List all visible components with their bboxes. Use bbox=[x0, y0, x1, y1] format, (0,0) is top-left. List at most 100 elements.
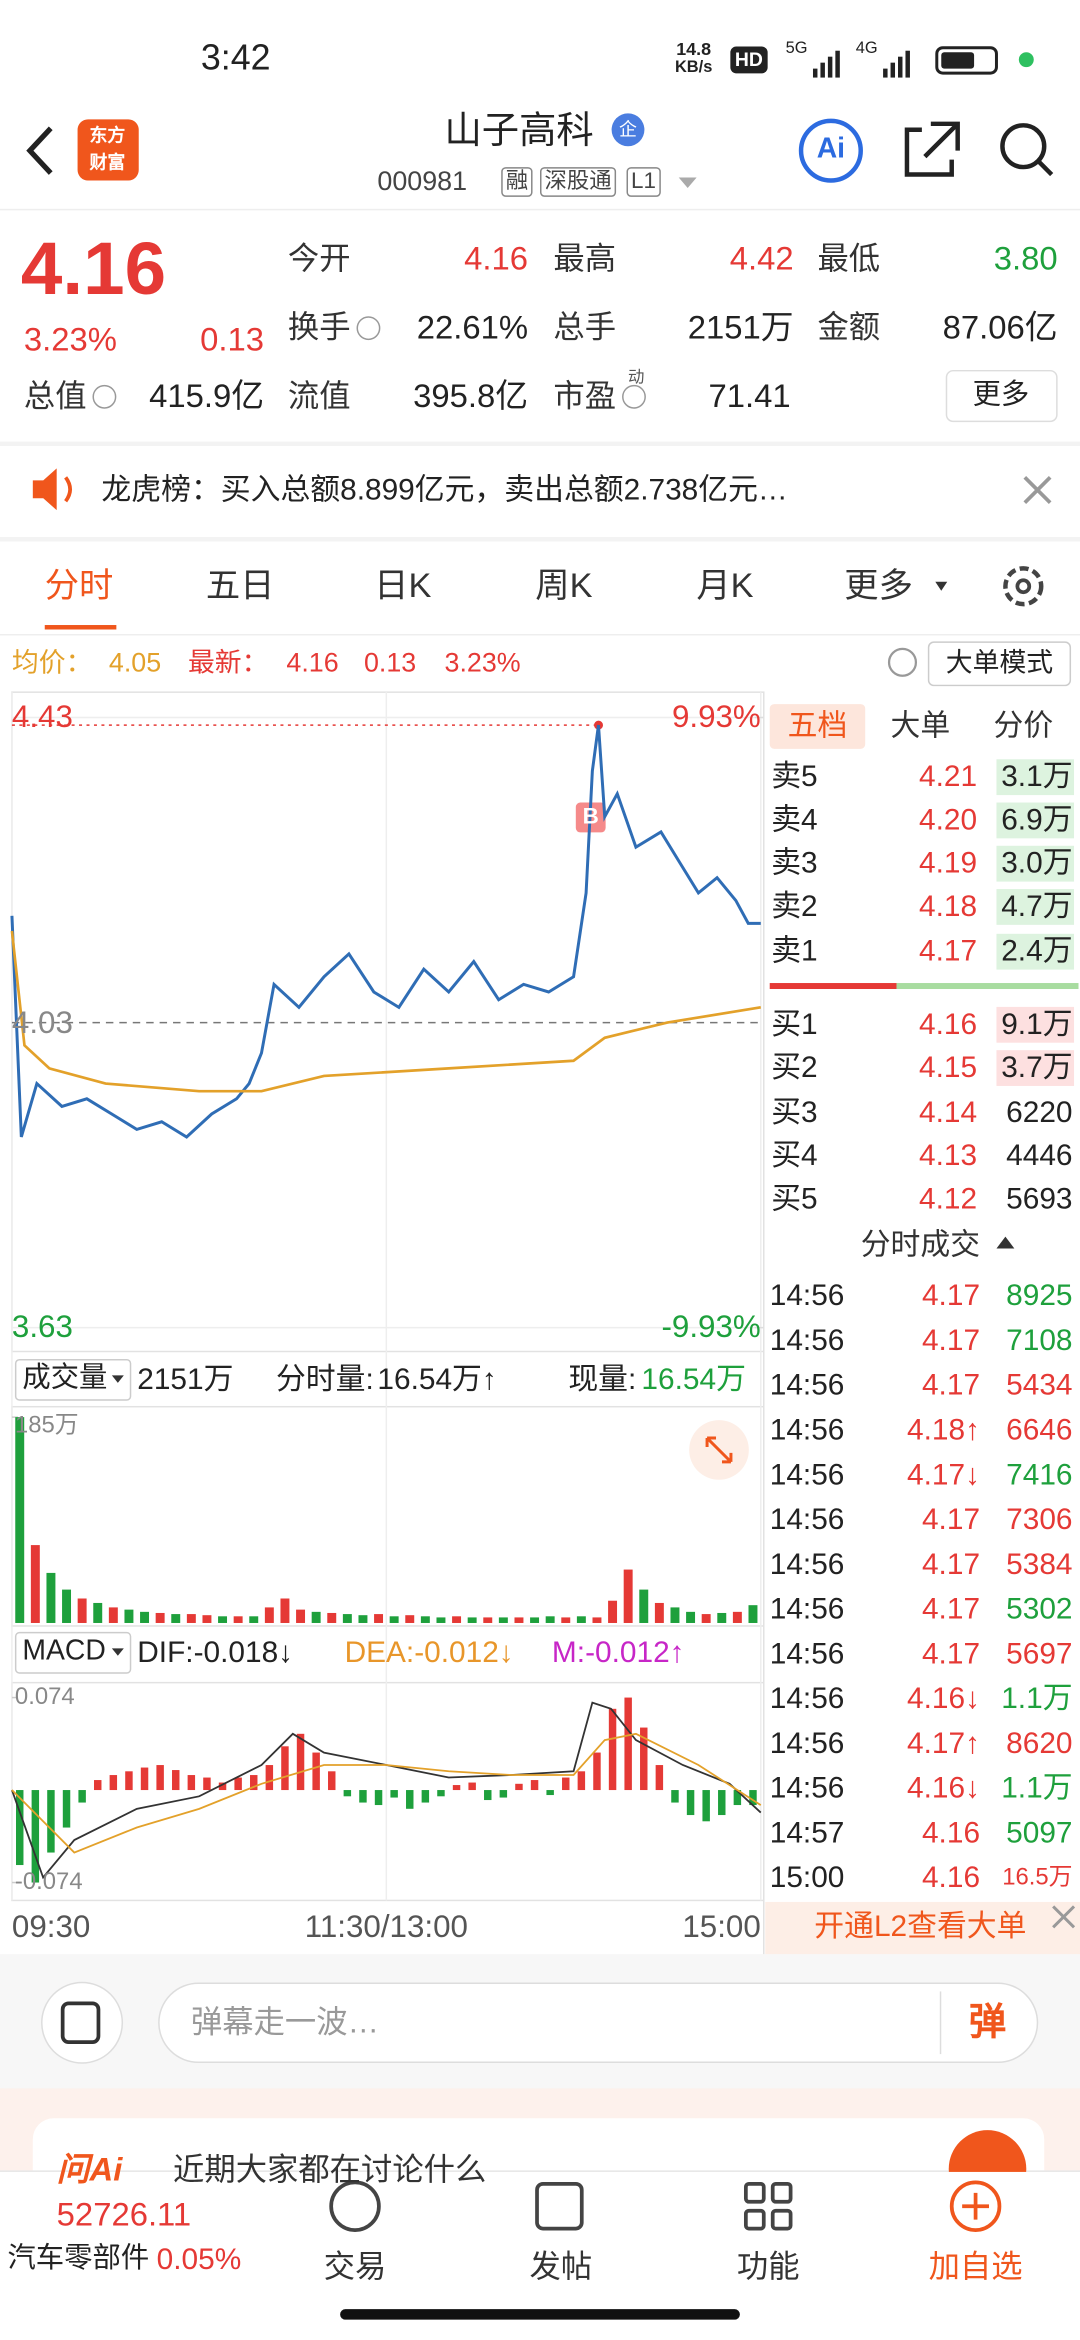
macd-dif: DIF:-0.018↓ bbox=[137, 1636, 294, 1670]
volume-bar bbox=[140, 1611, 150, 1623]
trade-volume: 1.1万 bbox=[1001, 1772, 1073, 1805]
trade-icon[interactable] bbox=[329, 2180, 381, 2232]
volume-bar bbox=[124, 1609, 134, 1623]
tab[interactable]: 分时 bbox=[44, 565, 114, 605]
function-icon[interactable] bbox=[743, 2181, 793, 2231]
ai-icon[interactable] bbox=[798, 118, 863, 183]
macd-line bbox=[11, 1701, 762, 1880]
close-l2[interactable] bbox=[1052, 1905, 1076, 1929]
ai-text[interactable]: Ai bbox=[816, 133, 846, 165]
field-value: 87.06亿 bbox=[942, 308, 1058, 346]
y2-tick-label: -9.93% bbox=[661, 1310, 761, 1345]
close-notice[interactable] bbox=[1023, 476, 1052, 505]
help-icon[interactable] bbox=[887, 647, 918, 677]
tab[interactable]: 更多 bbox=[844, 565, 913, 605]
order-label: 卖3 bbox=[771, 847, 818, 881]
order-volume: 9.1万 bbox=[1001, 1008, 1073, 1042]
volume-bar bbox=[498, 1617, 508, 1623]
trade-price: 4.17↑ bbox=[907, 1727, 981, 1761]
volume-selector[interactable] bbox=[14, 1358, 132, 1401]
order-price: 4.13 bbox=[918, 1139, 978, 1173]
period-label: 分时量: bbox=[275, 1363, 374, 1397]
more-button[interactable] bbox=[945, 369, 1058, 423]
macd-bar bbox=[546, 1790, 554, 1796]
order-divider-green bbox=[896, 983, 1079, 990]
trade-time: 14:56 bbox=[769, 1682, 845, 1716]
badge-circle bbox=[611, 113, 645, 147]
macd-bar bbox=[281, 1746, 289, 1791]
macd-bar bbox=[343, 1790, 352, 1797]
order-price: 4.21 bbox=[918, 760, 978, 794]
macd-title[interactable]: MACD bbox=[22, 1635, 106, 1668]
add-icon[interactable] bbox=[949, 2180, 1002, 2232]
current-value: 16.54万 bbox=[641, 1363, 746, 1397]
nav-item[interactable]: 功能 bbox=[736, 2250, 800, 2285]
y-tick-label: 0.074 bbox=[14, 1684, 75, 1711]
order-tab[interactable]: 大单 bbox=[890, 710, 951, 743]
mode-button[interactable] bbox=[927, 641, 1072, 687]
order-tab-active bbox=[769, 704, 866, 749]
order-tab[interactable]: 分价 bbox=[993, 710, 1054, 743]
order-label: 买5 bbox=[771, 1182, 818, 1216]
speaker-wave bbox=[64, 476, 72, 503]
order-label: 卖2 bbox=[771, 890, 818, 924]
order-volume: 6.9万 bbox=[1001, 804, 1073, 837]
change-amount: 0.13 bbox=[200, 320, 265, 358]
macd-bar bbox=[62, 1790, 71, 1828]
tab[interactable]: 月K bbox=[696, 565, 754, 605]
trade-time: 14:56 bbox=[769, 1727, 845, 1761]
macd-bar bbox=[718, 1790, 726, 1816]
volume-bar bbox=[218, 1616, 228, 1623]
macd-bar bbox=[749, 1790, 757, 1806]
l2-text[interactable]: 开通L2查看大单 bbox=[814, 1910, 1027, 1944]
volume-bar bbox=[171, 1614, 181, 1623]
volume-bar bbox=[483, 1617, 493, 1623]
volume-bar bbox=[280, 1598, 290, 1623]
settings-icon[interactable] bbox=[1003, 566, 1044, 607]
tab[interactable]: 五日 bbox=[205, 565, 275, 605]
danmaku-icon[interactable] bbox=[41, 1981, 124, 2064]
price-line bbox=[10, 930, 761, 1093]
l2-bar[interactable] bbox=[765, 1901, 1080, 1955]
macd-bar bbox=[484, 1790, 492, 1801]
trade-price: 4.17 bbox=[921, 1548, 981, 1582]
danmaku-button[interactable]: 弹 bbox=[968, 2001, 1007, 2044]
post-icon[interactable] bbox=[535, 2181, 584, 2231]
trade-time: 14:56 bbox=[769, 1548, 845, 1582]
tab[interactable]: 日K bbox=[374, 565, 432, 605]
signal-bar bbox=[820, 62, 825, 78]
share-icon[interactable] bbox=[904, 121, 960, 177]
hd-badge: HD bbox=[730, 46, 768, 73]
volume-bar bbox=[732, 1611, 742, 1623]
trade-volume: 7108 bbox=[1006, 1324, 1073, 1358]
macd-bar bbox=[296, 1733, 305, 1791]
volume-title[interactable]: 成交量 bbox=[22, 1362, 108, 1395]
avg-value: 4.05 bbox=[108, 647, 162, 678]
section-gap bbox=[0, 537, 1080, 542]
selector-arrow bbox=[111, 1375, 124, 1383]
volume-bar bbox=[77, 1598, 87, 1623]
order-tab[interactable]: 五档 bbox=[787, 710, 848, 743]
tab[interactable]: 周K bbox=[535, 565, 593, 605]
volume-bar bbox=[15, 1417, 25, 1623]
search-icon[interactable] bbox=[1000, 123, 1047, 170]
nav-item[interactable]: 发帖 bbox=[529, 2250, 593, 2285]
nav-item[interactable]: 加自选 bbox=[928, 2250, 1023, 2285]
more-text[interactable]: 更多 bbox=[972, 379, 1030, 412]
nav-item[interactable]: 交易 bbox=[323, 2250, 387, 2285]
comment-input[interactable] bbox=[158, 1982, 1039, 2064]
change-pct: 3.23% bbox=[23, 320, 117, 358]
macd-bar bbox=[499, 1790, 508, 1798]
logo-text: 东方 bbox=[89, 125, 126, 146]
order-volume: 3.1万 bbox=[1001, 760, 1073, 794]
back-icon[interactable] bbox=[26, 126, 53, 175]
volume-bar bbox=[327, 1612, 337, 1623]
mode-text[interactable]: 大单模式 bbox=[945, 647, 1054, 678]
macd-selector[interactable] bbox=[14, 1631, 132, 1674]
stock-name: 山子高科 bbox=[444, 110, 594, 153]
trade-volume: 5097 bbox=[1006, 1816, 1073, 1850]
comment-placeholder[interactable]: 弹幕走一波… bbox=[190, 2005, 379, 2040]
order-label: 买2 bbox=[771, 1051, 818, 1085]
macd-bar bbox=[125, 1771, 133, 1791]
macd-bar bbox=[702, 1790, 710, 1822]
